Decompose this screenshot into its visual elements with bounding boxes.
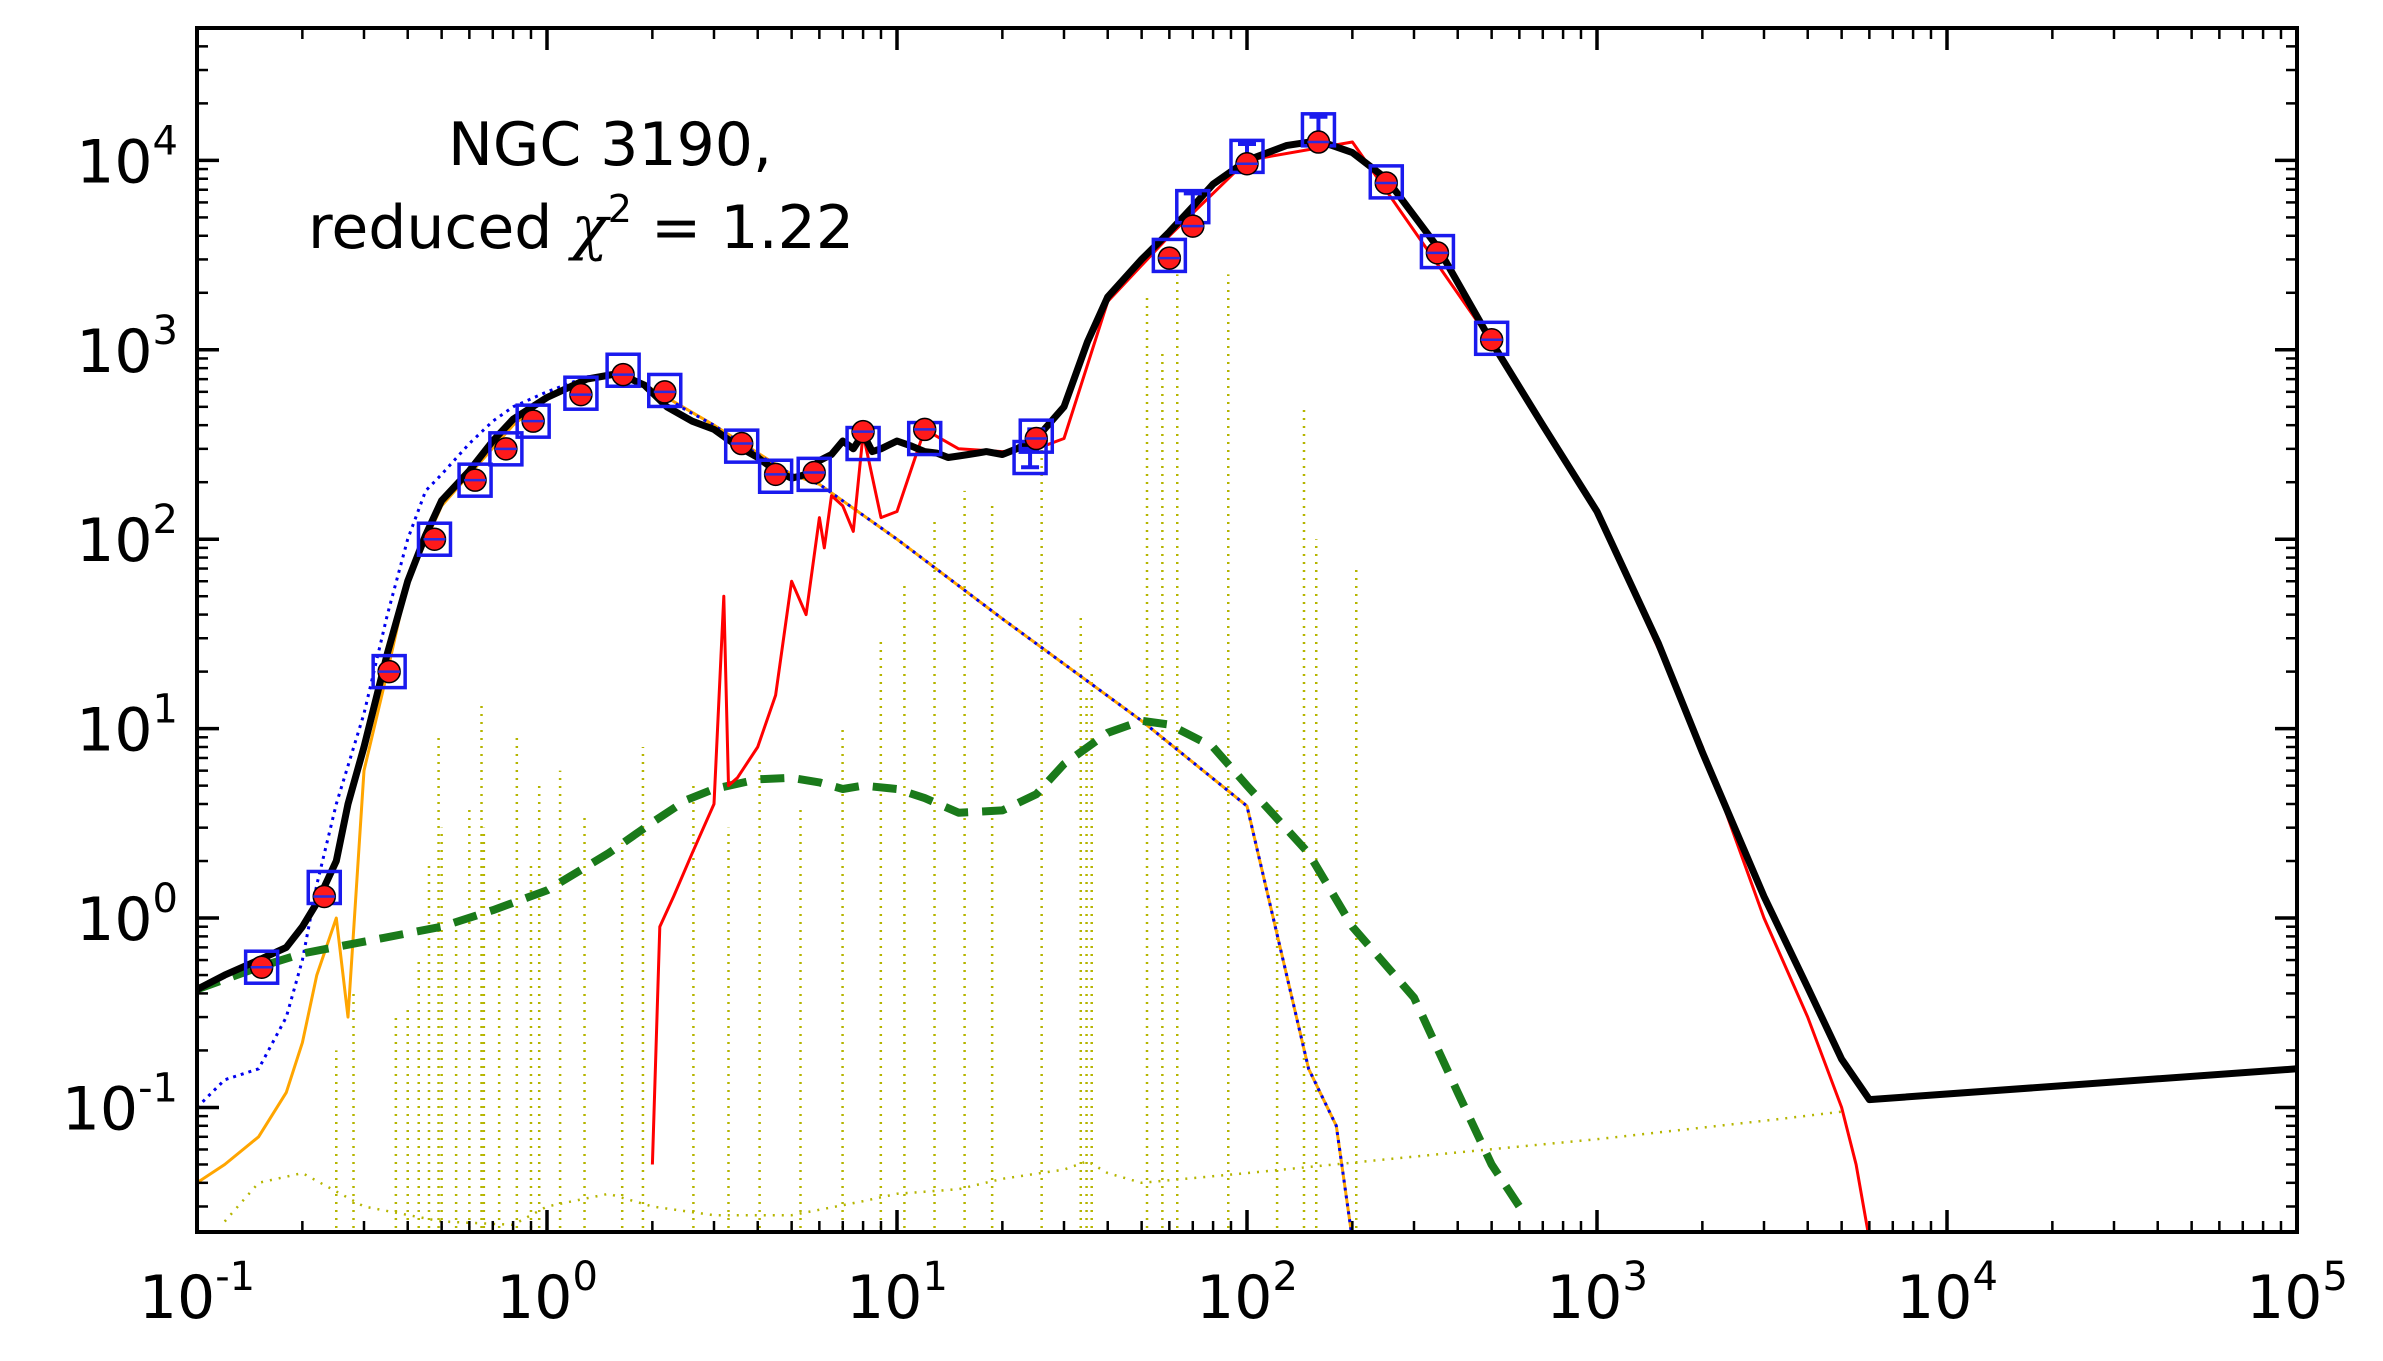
series-line-black-solid-thick [197,137,2297,1104]
observation-square [416,521,453,557]
series-line-orange-solid [197,373,1353,1232]
model-point-4 [463,468,487,492]
axis-ticks [195,26,2299,1232]
observation-point-10 [723,428,760,464]
model-point-15 [1024,426,1049,451]
model-point-11 [763,462,788,487]
observation-square [723,428,760,464]
model-point-3 [422,527,447,551]
series-line-olive-dotted-continuum [223,1110,1842,1227]
annotation-chi-exp: 2 [608,187,632,231]
observation-square [1419,233,1456,270]
y-tick-label-3: 102 [76,497,178,576]
observation-point-5 [488,431,524,467]
observation-square [796,456,832,493]
series-line-green-dashed-thick [197,716,1523,1209]
photometry-markers [243,112,1510,985]
model-point-20 [1374,171,1399,195]
model-point-13 [851,419,875,444]
model-point-1 [312,884,337,909]
observation-point-9 [647,372,683,409]
observation-square [243,949,280,985]
y-tick-labels: 10-1 100 101 102 103 104 [62,118,178,1144]
annotation-line-1: NGC 3190, [448,110,772,180]
annotation: NGC 3190, reduced χ2 = 1.22 [308,110,854,263]
y-tick-label-5: 104 [76,118,178,197]
model-point-9 [653,380,677,404]
observation-square [1368,164,1405,200]
observation-square [757,458,794,494]
observation-point-3 [416,521,453,557]
model-point-2 [377,659,401,684]
model-point-21 [1425,241,1450,265]
model-point-6 [521,409,545,433]
model-point-16 [1157,246,1182,270]
model-point-0 [249,955,274,979]
x-tick-label-6: 105 [2246,1254,2348,1333]
observation-point-23 [1473,320,1510,357]
x-tick-label-2: 101 [846,1254,948,1333]
x-tick-labels: 10-1 100 101 102 103 104 105 [139,1254,2348,1333]
model-point-19 [1306,130,1331,154]
observation-square [488,431,524,467]
observation-square [647,372,683,409]
observation-point-17 [1151,237,1188,274]
observation-square [515,403,551,439]
x-tick-label-5: 104 [1896,1254,1998,1333]
y-tick-label-4: 103 [76,308,178,387]
model-point-10 [729,431,754,456]
x-tick-label-3: 102 [1196,1254,1298,1333]
annotation-line-2: reduced χ2 = 1.22 [308,187,854,263]
model-point-5 [494,437,518,461]
observation-point-22 [1419,233,1456,270]
observation-square [1151,237,1188,274]
observation-square [371,653,407,690]
x-tick-label-1: 100 [496,1254,598,1333]
observation-point-4 [457,462,493,498]
model-point-22 [1479,327,1504,352]
observation-point-0 [243,949,280,985]
series-line-blue-dotted [197,373,1353,1232]
model-point-17 [1181,214,1205,238]
observation-point-2 [371,653,407,690]
observation-square [563,375,599,411]
model-curves [197,137,2297,1232]
y-tick-label-1: 100 [76,876,178,955]
observation-square [1018,418,1055,454]
observation-point-7 [563,375,599,411]
y-tick-label-2: 101 [76,687,178,766]
model-point-18 [1235,152,1259,176]
annotation-prefix: reduced [308,193,571,263]
x-tick-label-0: 10-1 [139,1254,255,1333]
annotation-suffix: = 1.22 [632,193,854,263]
model-point-8 [611,362,635,387]
model-point-7 [569,382,593,407]
x-tick-label-4: 103 [1546,1254,1648,1333]
observation-point-6 [515,403,551,439]
model-point-14 [912,417,937,442]
annotation-chi: χ [567,193,611,263]
observation-square [1473,320,1510,357]
observation-point-11 [757,458,794,494]
observation-square [457,462,493,498]
observation-point-21 [1368,164,1405,200]
observation-point-12 [796,456,832,493]
model-point-12 [802,460,826,485]
series-line-red-solid [650,140,1870,1232]
y-tick-label-0: 10-1 [62,1065,178,1144]
